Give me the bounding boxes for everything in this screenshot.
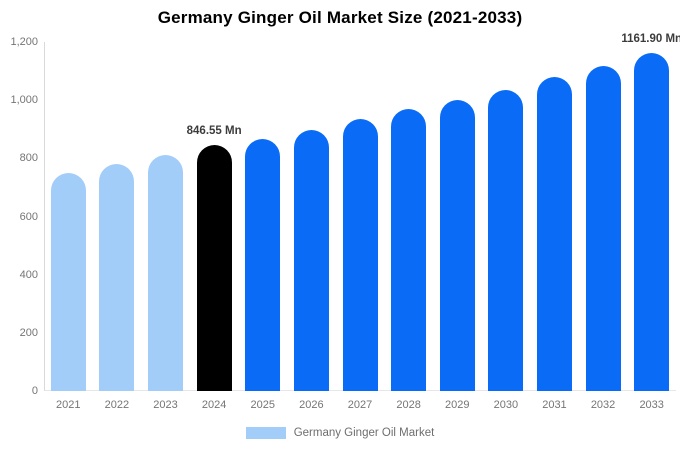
x-axis-label: 2031 [542, 399, 567, 411]
x-axis-label: 2029 [444, 399, 470, 411]
bar-2023[interactable] [148, 154, 184, 391]
x-axis-label: 2025 [250, 399, 275, 411]
y-axis-label: 400 [19, 268, 38, 281]
legend-swatch-icon [245, 427, 286, 439]
y-axis-label: 1,200 [10, 36, 38, 48]
bar-2025[interactable] [245, 138, 281, 391]
bar-2028[interactable] [391, 108, 427, 391]
bar-value-label: 1161.90 Mn [621, 33, 680, 46]
bar-2030[interactable] [488, 89, 524, 391]
x-axis-label: 2022 [104, 399, 130, 411]
y-axis-label: 200 [19, 326, 38, 339]
x-axis-label: 2023 [153, 399, 178, 411]
y-axis-label: 0 [31, 385, 38, 397]
x-axis-label: 2032 [590, 399, 616, 411]
bar-2022[interactable] [99, 164, 135, 391]
bar-2024[interactable] [196, 144, 232, 391]
chart-title: Germany Ginger Oil Market Size (2021-203… [157, 8, 523, 27]
bar-value-label: 846.55 Mn [186, 124, 242, 137]
legend[interactable]: Germany Ginger Oil Market [0, 425, 680, 441]
x-axis-label: 2024 [201, 399, 227, 411]
y-axis-label: 800 [19, 152, 38, 165]
bar-2031[interactable] [536, 77, 572, 391]
bar-2027[interactable] [342, 119, 378, 391]
y-axis-label: 600 [19, 210, 38, 223]
bar-2033[interactable] [634, 53, 670, 391]
y-axis-label: 1,000 [10, 94, 38, 107]
x-axis-label: 2033 [639, 399, 664, 411]
x-axis-label: 2028 [396, 399, 421, 411]
x-axis-label: 2021 [56, 399, 81, 411]
legend-label: Germany Ginger Oil Market [293, 427, 435, 439]
bar-2021[interactable] [50, 172, 86, 391]
x-axis-label: 2026 [299, 399, 324, 411]
bar-2032[interactable] [585, 65, 621, 391]
x-axis-label: 2027 [347, 399, 373, 411]
bar-2029[interactable] [439, 100, 475, 391]
x-axis-label: 2030 [493, 399, 519, 411]
bar-2026[interactable] [293, 129, 329, 391]
